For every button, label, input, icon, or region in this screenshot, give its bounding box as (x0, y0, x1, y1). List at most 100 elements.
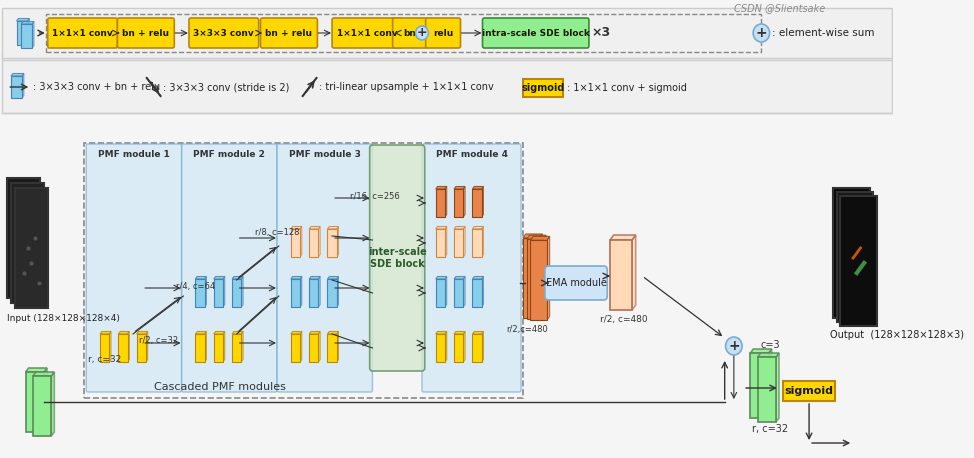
Polygon shape (100, 334, 109, 362)
Polygon shape (464, 186, 465, 217)
Text: PMF module 1: PMF module 1 (98, 150, 169, 159)
Polygon shape (205, 332, 206, 362)
Polygon shape (22, 73, 23, 98)
Polygon shape (300, 227, 302, 257)
Polygon shape (136, 332, 148, 334)
Text: r/2, c=32: r/2, c=32 (139, 336, 178, 344)
Polygon shape (232, 277, 244, 279)
Polygon shape (530, 240, 546, 321)
Text: +: + (756, 26, 768, 40)
Polygon shape (27, 18, 29, 45)
FancyBboxPatch shape (181, 144, 277, 392)
Polygon shape (454, 334, 464, 362)
Polygon shape (481, 227, 483, 257)
FancyBboxPatch shape (426, 18, 461, 48)
Polygon shape (109, 332, 111, 362)
Polygon shape (454, 279, 464, 307)
Polygon shape (454, 277, 465, 279)
Text: r/16, c=256: r/16, c=256 (351, 191, 400, 201)
Text: r/2, c=480: r/2, c=480 (600, 315, 648, 324)
Polygon shape (242, 332, 244, 362)
Polygon shape (291, 332, 302, 334)
Polygon shape (25, 372, 44, 432)
Polygon shape (136, 334, 146, 362)
Polygon shape (205, 277, 206, 307)
Text: Input (128×128×128×4): Input (128×128×128×4) (8, 314, 120, 323)
Polygon shape (337, 277, 339, 307)
FancyBboxPatch shape (370, 145, 425, 371)
Polygon shape (33, 372, 55, 376)
Polygon shape (435, 186, 447, 189)
FancyBboxPatch shape (482, 18, 589, 48)
FancyBboxPatch shape (393, 18, 428, 48)
Polygon shape (291, 229, 300, 257)
Text: 1×1×1 conv: 1×1×1 conv (53, 28, 113, 38)
FancyBboxPatch shape (2, 8, 891, 58)
FancyBboxPatch shape (260, 18, 318, 48)
Circle shape (416, 26, 429, 40)
Polygon shape (300, 332, 302, 362)
Text: sigmoid: sigmoid (521, 83, 565, 93)
Polygon shape (750, 353, 768, 418)
Polygon shape (454, 186, 465, 189)
Polygon shape (543, 235, 546, 319)
FancyBboxPatch shape (15, 188, 48, 308)
Polygon shape (472, 227, 483, 229)
Polygon shape (309, 227, 320, 229)
FancyBboxPatch shape (422, 144, 521, 392)
Polygon shape (318, 332, 320, 362)
Polygon shape (435, 279, 445, 307)
Polygon shape (327, 277, 339, 279)
Polygon shape (530, 236, 549, 240)
Polygon shape (472, 277, 483, 279)
Polygon shape (291, 227, 302, 229)
Polygon shape (300, 277, 302, 307)
Polygon shape (128, 332, 130, 362)
Polygon shape (546, 236, 549, 321)
Polygon shape (17, 21, 27, 45)
Polygon shape (464, 277, 465, 307)
Polygon shape (758, 357, 776, 422)
Polygon shape (309, 279, 318, 307)
Polygon shape (327, 332, 339, 334)
FancyBboxPatch shape (544, 266, 607, 300)
Polygon shape (454, 227, 465, 229)
Polygon shape (291, 279, 300, 307)
Polygon shape (481, 186, 483, 217)
Polygon shape (327, 227, 339, 229)
Polygon shape (472, 334, 481, 362)
Circle shape (753, 24, 769, 42)
FancyBboxPatch shape (11, 183, 44, 303)
FancyBboxPatch shape (189, 18, 259, 48)
Polygon shape (118, 332, 130, 334)
Polygon shape (472, 332, 483, 334)
Polygon shape (44, 368, 47, 432)
Text: Output  (128×128×128×3): Output (128×128×128×3) (830, 330, 964, 340)
FancyBboxPatch shape (837, 192, 874, 322)
FancyBboxPatch shape (2, 2, 891, 456)
Polygon shape (445, 332, 447, 362)
Polygon shape (435, 189, 445, 217)
Polygon shape (523, 238, 540, 318)
Polygon shape (318, 227, 320, 257)
Text: inter-scale
SDE block: inter-scale SDE block (368, 247, 427, 269)
Polygon shape (318, 277, 320, 307)
Polygon shape (242, 277, 244, 307)
Text: bn + relu: bn + relu (123, 28, 169, 38)
Polygon shape (196, 279, 205, 307)
Text: +: + (417, 27, 428, 39)
Polygon shape (435, 229, 445, 257)
FancyBboxPatch shape (523, 79, 563, 97)
Text: : tri-linear upsample + 1×1×1 conv: : tri-linear upsample + 1×1×1 conv (319, 82, 494, 92)
Text: c=3: c=3 (761, 340, 780, 350)
Text: ×3: ×3 (591, 27, 611, 39)
Text: Cascaded PMF modules: Cascaded PMF modules (154, 382, 286, 392)
Polygon shape (435, 332, 447, 334)
Polygon shape (523, 234, 543, 238)
FancyBboxPatch shape (48, 18, 118, 48)
Polygon shape (540, 234, 543, 318)
Text: r/8, c=128: r/8, c=128 (255, 229, 300, 238)
Polygon shape (232, 332, 244, 334)
Text: r/4, c=64: r/4, c=64 (176, 282, 215, 290)
Polygon shape (610, 235, 636, 240)
